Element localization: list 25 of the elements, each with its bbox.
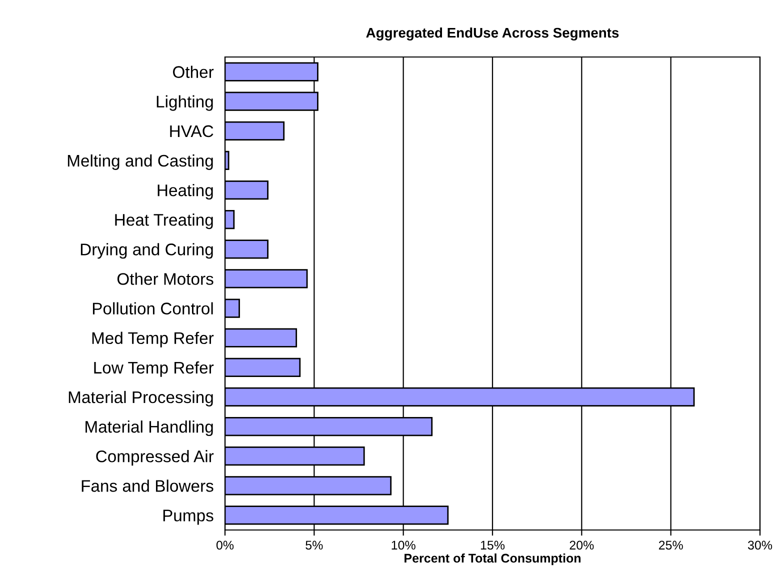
x-tick-label: 15%: [480, 540, 505, 550]
x-tick-label: 20%: [570, 540, 594, 550]
y-tick-label: Drying and Curing: [80, 243, 213, 259]
y-tick-label: Low Temp Refer: [94, 361, 214, 377]
y-tick-label: HVAC: [170, 125, 214, 138]
x-axis-title: Percent of Total Consumption: [404, 553, 581, 566]
y-tick-label: Lighting: [156, 95, 213, 111]
y-tick-label: Other Motors: [117, 272, 214, 285]
x-tick-label: 10%: [392, 540, 416, 550]
x-tick-label: 25%: [658, 540, 683, 550]
y-tick-label: Pollution Control: [92, 302, 213, 314]
y-tick-label: Other: [173, 66, 214, 78]
x-tick-label: 30%: [748, 540, 772, 550]
y-tick-label: Heat Treating: [115, 214, 213, 230]
y-tick-label: Fans and Blowers: [82, 480, 214, 492]
y-tick-label: Material Processing: [68, 390, 213, 406]
y-tick-label: Material Handling: [86, 420, 213, 436]
y-tick-label: Melting and Casting: [68, 154, 213, 170]
chart-title: Aggregated EndUse Across Segments: [366, 27, 619, 40]
y-tick-label: Med Temp Refer: [92, 332, 214, 348]
x-tick-label: 0%: [216, 540, 234, 550]
y-tick-label: Heating: [158, 184, 213, 200]
y-tick-label: Pumps: [163, 510, 214, 525]
y-tick-label: Compressed Air: [96, 450, 214, 466]
x-tick-label: 5%: [306, 540, 323, 550]
